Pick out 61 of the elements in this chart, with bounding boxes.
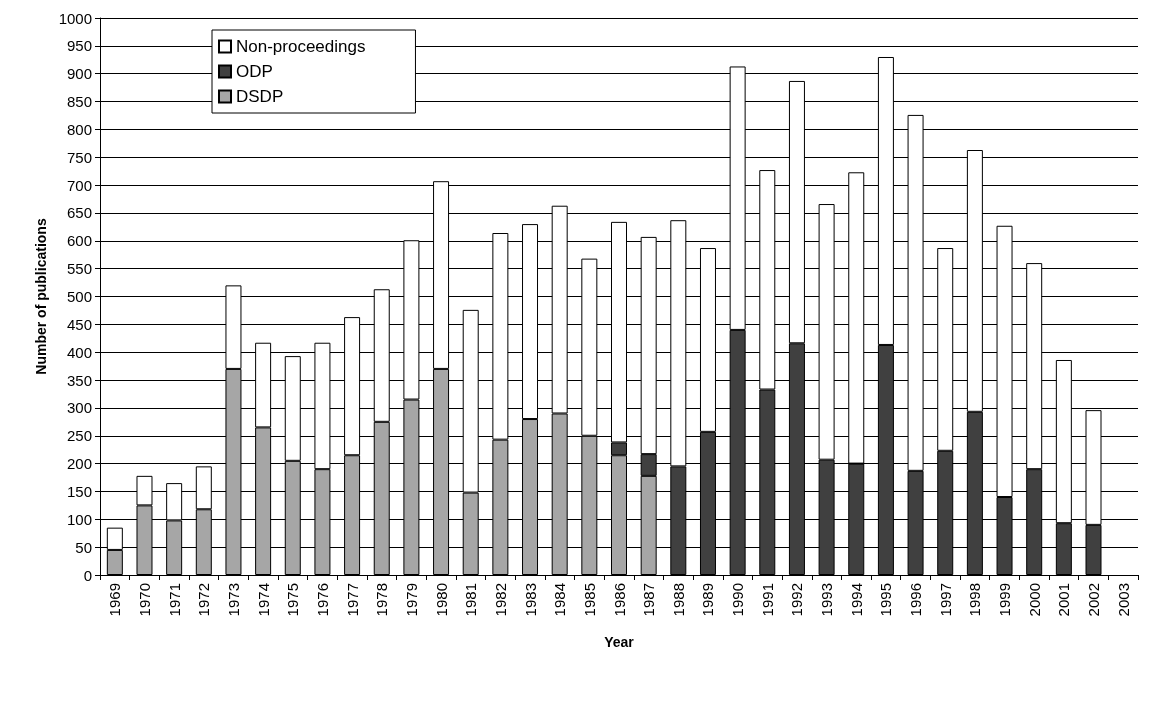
x-tick-label: 2000 (1025, 583, 1043, 617)
y-tick-label: 100 (66, 510, 92, 528)
x-tick-label: 1983 (521, 583, 539, 617)
y-tick-label: 500 (66, 288, 92, 305)
x-tick-label: 1984 (551, 583, 569, 617)
y-tick-label: 800 (66, 120, 92, 138)
x-axis-title: Year (604, 634, 635, 650)
y-tick-label: 850 (66, 93, 92, 111)
x-tick-label: 1972 (195, 583, 213, 617)
y-tick-label: 950 (66, 37, 92, 55)
y-tick-label: 0 (83, 566, 92, 584)
y-tick-label: 50 (75, 538, 92, 556)
x-tick-label: 1970 (135, 583, 153, 617)
x-tick-label: 1990 (729, 583, 747, 617)
x-tick-label: 1980 (432, 583, 450, 617)
y-tick-label: 450 (66, 315, 92, 333)
x-tick-label: 1974 (254, 583, 272, 617)
x-tick-label: 1986 (610, 583, 628, 617)
x-tick-label: 1995 (877, 583, 895, 617)
y-tick-label: 350 (66, 371, 92, 389)
legend-label: DSDP (236, 87, 284, 106)
y-axis-title: Number of publications (32, 218, 49, 375)
x-tick-label: 1987 (640, 583, 658, 617)
x-tick-label: 1979 (402, 583, 420, 617)
y-tick-label: 250 (66, 427, 92, 445)
x-tick-label: 1992 (788, 583, 806, 617)
y-tick-label: 750 (66, 148, 92, 166)
x-tick-label: 1973 (224, 583, 242, 617)
x-tick-label: 1989 (699, 583, 717, 617)
legend-label: Non-proceedings (236, 37, 366, 56)
y-tick-label: 1000 (58, 9, 92, 27)
legend-label: ODP (236, 62, 273, 81)
x-tick-label: 1996 (907, 583, 925, 617)
x-tick-label: 1997 (936, 583, 954, 617)
x-tick-label: 1994 (847, 583, 865, 617)
x-tick-label: 1993 (818, 583, 836, 617)
x-tick-label: 2001 (1055, 583, 1073, 617)
x-tick-label: 1981 (462, 583, 480, 617)
x-tick-label: 1978 (373, 583, 391, 617)
y-tick-label: 200 (66, 455, 92, 473)
x-tick-label: 1982 (491, 583, 509, 617)
x-tick-label: 1985 (580, 583, 598, 617)
y-tick-label: 400 (66, 343, 92, 361)
y-tick-label: 300 (66, 399, 92, 417)
x-tick-label: 1991 (758, 583, 776, 617)
x-tick-label: 1999 (996, 583, 1014, 617)
x-tick-label: 2003 (1114, 583, 1132, 617)
y-tick-label: 600 (66, 232, 92, 250)
x-tick-label: 1998 (966, 583, 984, 617)
x-tick-label: 1976 (313, 583, 331, 617)
x-tick-label: 1975 (284, 583, 302, 617)
x-tick-label: 2002 (1085, 583, 1103, 617)
x-tick-label: 1988 (669, 583, 687, 617)
x-tick-label: 1969 (106, 583, 124, 617)
y-tick-label: 700 (66, 176, 92, 194)
x-tick-label: 1977 (343, 583, 361, 617)
y-tick-label: 550 (66, 260, 92, 278)
y-tick-label: 150 (66, 482, 92, 500)
y-tick-label: 900 (66, 65, 92, 83)
y-tick-label: 650 (66, 204, 92, 222)
x-tick-label: 1971 (165, 583, 183, 617)
